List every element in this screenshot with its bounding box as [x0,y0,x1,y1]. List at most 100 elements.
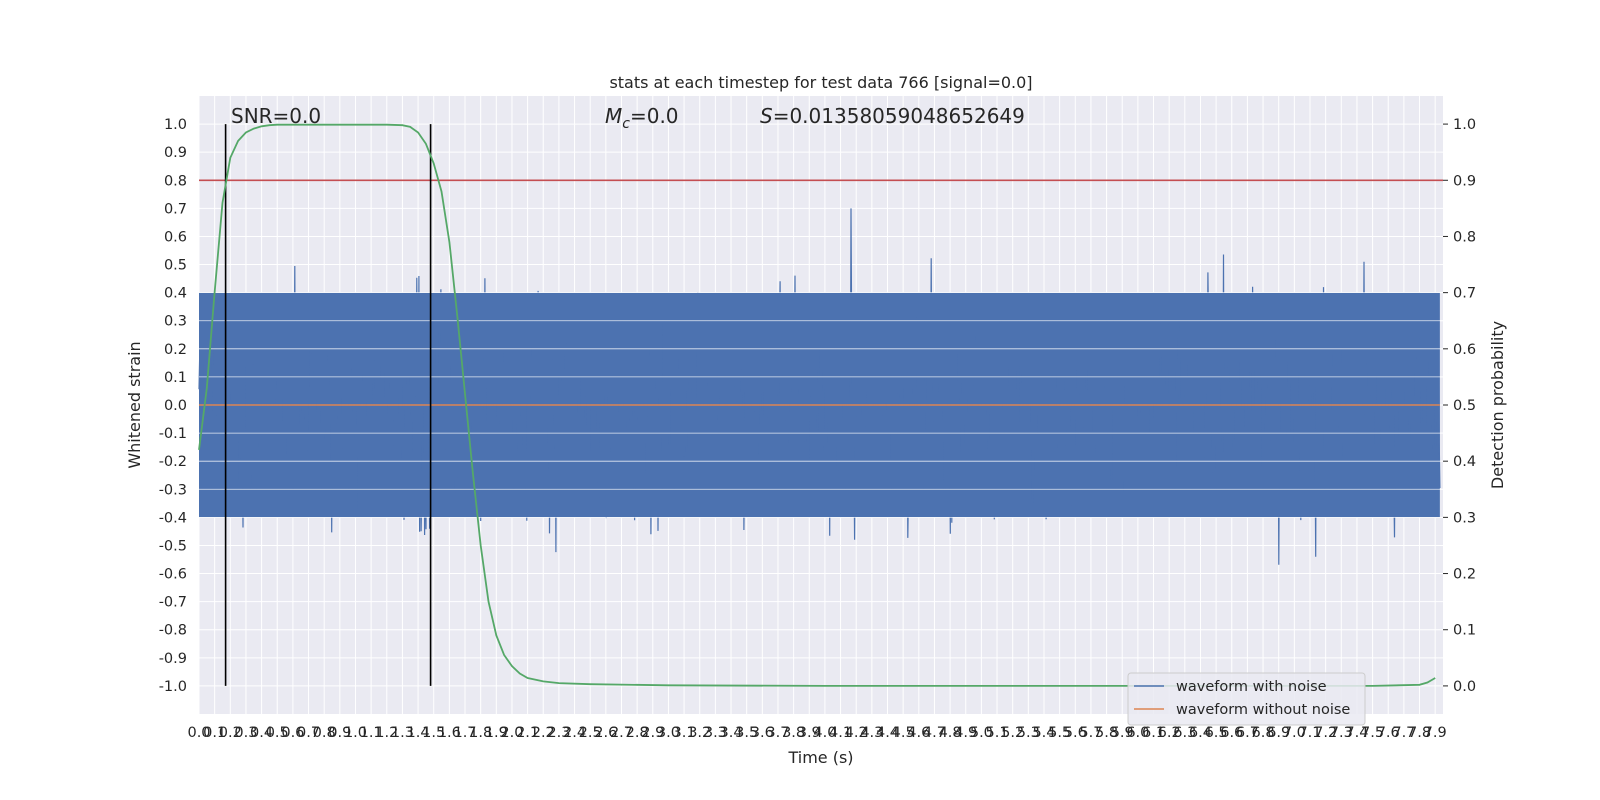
y-tick-label: 0.9 [164,145,187,161]
x-tick-label: 4.7 [923,725,946,741]
x-tick-label: 2.4 [563,725,586,741]
x-tick-label: 3.2 [688,725,711,741]
chirp-mass-subscript: c [622,116,630,132]
x-tick-label: 4.1 [829,725,852,741]
x-tick-label: 3.5 [735,725,758,741]
x-tick-label: 2.1 [516,725,539,741]
x-tick-label: 0.1 [203,725,226,741]
x-tick-label: 7.2 [1314,725,1337,741]
legend: waveform with noise waveform without noi… [1127,672,1366,726]
y-tick-label: -0.8 [159,623,187,639]
x-tick-label: 0.9 [328,725,351,741]
x-tick-label: 4.8 [939,725,962,741]
x-tick-label: 6.7 [1236,725,1259,741]
y-tick-label: -0.6 [159,567,187,583]
x-tick-label: 6.1 [1142,725,1165,741]
right-y-tick-label: 0.4 [1453,454,1476,470]
legend-noise-label: waveform with noise [1176,679,1327,695]
x-tick-label: 1.1 [360,725,383,741]
x-tick-label: 7.9 [1424,725,1447,741]
right-y-axis-ticks: 1.0 0.9 0.8 0.7 0.6 0.5 0.4 0.3 0.2 0.1 0.0 [1443,117,1476,695]
x-tick-label: 3.3 [704,725,727,741]
detection-probability-line [198,123,1436,687]
x-tick-label: 6.6 [1220,725,1243,741]
legend-clean-label: waveform without noise [1176,702,1350,718]
x-tick-label: 0.5 [266,725,289,741]
x-tick-label: 1.2 [375,725,398,741]
y-tick-label: 0.5 [164,258,187,274]
x-tick-label: 2.3 [547,725,570,741]
y-axis-label: Whitened strain [125,341,144,468]
x-axis-label: Time (s) [787,748,853,767]
x-tick-label: 0.8 [313,725,336,741]
y-tick-label: 0.8 [164,173,187,189]
right-y-tick-label: 0.7 [1453,286,1476,302]
waveform-with-noise-line [198,208,1441,565]
x-tick-label: 4.6 [907,725,930,741]
y-tick-label: -0.3 [159,482,187,498]
x-tick-label: 2.8 [626,725,649,741]
x-tick-label: 0.7 [297,725,320,741]
x-tick-label: 4.9 [954,725,977,741]
x-tick-label: 1.3 [391,725,414,741]
x-tick-label: 1.6 [438,725,461,741]
chirp-mass-symbol: M [605,104,622,128]
s-symbol: S [760,104,773,128]
x-tick-label: 6.3 [1173,725,1196,741]
chirp-mass-value: =0.0 [630,104,679,128]
x-tick-label: 3.1 [673,725,696,741]
overlay-lines [198,123,1443,687]
right-y-tick-label: 0.2 [1453,567,1476,583]
x-tick-label: 7.4 [1345,725,1368,741]
y-tick-label: -0.9 [159,651,187,667]
x-tick-label: 6.5 [1205,725,1228,741]
y-tick-label: -0.2 [159,454,187,470]
y-tick-label: 0.1 [164,370,187,386]
x-tick-label: 7.6 [1377,725,1400,741]
y-tick-label: 0.3 [164,314,187,330]
y-tick-label: -1.0 [159,679,187,695]
x-tick-label: 5.0 [970,725,993,741]
x-tick-label: 6.0 [1126,725,1149,741]
y-tick-label: -0.5 [159,538,187,554]
x-tick-label: 5.9 [1111,725,1134,741]
x-tick-label: 7.8 [1408,725,1431,741]
right-y-tick-label: 0.5 [1453,398,1476,414]
x-tick-label: 2.6 [594,725,617,741]
x-tick-label: 7.3 [1330,725,1353,741]
s-value: =0.01358059048652649 [773,104,1025,128]
x-tick-label: 6.8 [1252,725,1275,741]
x-tick-label: 0.0 [187,725,210,741]
x-tick-label: 1.4 [407,725,430,741]
right-y-tick-label: 0.8 [1453,229,1476,245]
x-tick-label: 5.3 [1017,725,1040,741]
x-tick-label: 1.7 [453,725,476,741]
x-tick-label: 2.9 [641,725,664,741]
x-tick-label: 2.2 [532,725,555,741]
x-tick-label: 0.3 [234,725,257,741]
x-tick-label: 5.7 [1079,725,1102,741]
right-y-axis-label: Detection probability [1488,321,1507,489]
x-tick-label: 3.0 [657,725,680,741]
x-tick-label: 5.4 [1032,725,1055,741]
right-y-tick-label: 0.9 [1453,173,1476,189]
x-tick-label: 1.9 [485,725,508,741]
x-tick-label: 2.7 [610,725,633,741]
x-tick-label: 7.1 [1298,725,1321,741]
x-tick-label: 5.1 [986,725,1009,741]
right-y-tick-label: 0.0 [1453,679,1476,695]
x-tick-label: 3.7 [766,725,789,741]
x-axis-ticks: 0.00.10.20.30.40.50.60.70.80.91.01.11.21… [187,725,1446,741]
y-tick-label: 1.0 [164,117,187,133]
y-tick-label: 0.2 [164,342,187,358]
y-tick-label: 0.4 [164,286,187,302]
x-tick-label: 5.2 [1001,725,1024,741]
y-tick-label: -0.7 [159,595,187,611]
x-tick-label: 5.8 [1095,725,1118,741]
x-tick-label: 4.0 [813,725,836,741]
x-tick-label: 6.4 [1189,725,1212,741]
x-tick-label: 7.0 [1283,725,1306,741]
x-tick-label: 7.5 [1361,725,1384,741]
legend-box [1127,672,1366,726]
